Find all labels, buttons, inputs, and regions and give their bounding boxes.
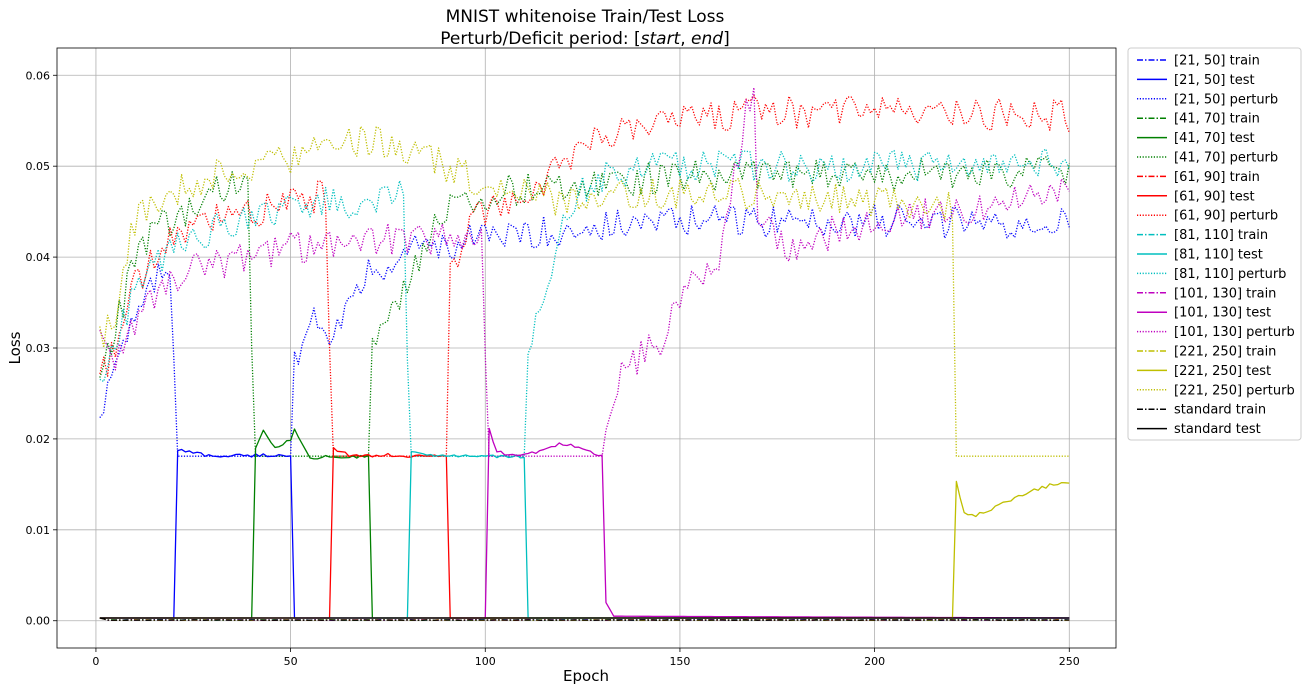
- legend: [21, 50] train [21, 50] test [21, 50] pert…: [1127, 47, 1302, 441]
- plot-series: [99, 86, 1070, 621]
- legend-entry: [61, 90] perturb: [1174, 209, 1278, 224]
- title-line2-start: start: [641, 29, 682, 49]
- series-line: [99, 156, 1070, 457]
- chart-title-line1: MNIST whitenoise Train/Test Loss: [446, 7, 725, 27]
- grid: [57, 48, 1116, 648]
- legend-entry: [81, 110] test: [1174, 248, 1263, 263]
- series-line: [99, 148, 1070, 457]
- y-tick-label: 0.01: [26, 524, 51, 537]
- x-tick-label: 100: [475, 655, 496, 668]
- legend-entry: [61, 90] train: [1174, 170, 1260, 185]
- chart-title-line2: Perturb/Deficit period: [start, end]: [440, 29, 729, 49]
- legend-entry: [61, 90] test: [1174, 189, 1255, 204]
- title-line2-suffix: ]: [723, 29, 730, 49]
- legend-entry: [101, 130] test: [1174, 306, 1271, 321]
- x-tick-label: 0: [92, 655, 99, 668]
- legend-entry: [21, 50] perturb: [1174, 92, 1278, 107]
- series-line: [99, 125, 1070, 457]
- legend-frame: [1127, 47, 1302, 441]
- title-line2-sep: ,: [680, 29, 691, 49]
- legend-entry: [101, 130] perturb: [1174, 325, 1295, 340]
- series-line: [99, 617, 1070, 621]
- x-axis-label: Epoch: [563, 667, 609, 685]
- legend-entry: standard test: [1174, 422, 1261, 437]
- legend-entry: [41, 70] perturb: [1174, 151, 1278, 166]
- y-tick-label: 0.00: [26, 615, 51, 628]
- legend-entry: [81, 110] train: [1174, 228, 1268, 243]
- legend-entry: [41, 70] train: [1174, 112, 1260, 127]
- legend-entry: [221, 250] test: [1174, 364, 1271, 379]
- legend-entry: [21, 50] train: [1174, 54, 1260, 69]
- x-tick-label: 50: [284, 655, 298, 668]
- legend-entry: [41, 70] test: [1174, 131, 1255, 146]
- legend-entry: [221, 250] train: [1174, 345, 1276, 360]
- legend-entry: [101, 130] train: [1174, 286, 1276, 301]
- legend-entry: [81, 110] perturb: [1174, 267, 1286, 282]
- x-tick-label: 250: [1059, 655, 1080, 668]
- y-tick-label: 0.06: [26, 69, 51, 82]
- title-line2-end: end: [691, 29, 723, 49]
- title-line2-prefix: Perturb/Deficit period: [: [440, 29, 640, 49]
- y-axis-ticks: 0.00 0.01 0.02 0.03 0.04 0.05 0.06: [26, 69, 57, 628]
- y-axis-label: Loss: [6, 331, 24, 364]
- y-tick-label: 0.05: [26, 160, 51, 173]
- legend-entry: [221, 250] perturb: [1174, 383, 1295, 398]
- y-tick-label: 0.03: [26, 342, 51, 355]
- legend-entry: standard train: [1174, 403, 1266, 418]
- x-tick-label: 150: [669, 655, 690, 668]
- legend-entry: [21, 50] test: [1174, 73, 1255, 88]
- y-tick-label: 0.04: [26, 251, 51, 264]
- x-tick-label: 200: [864, 655, 885, 668]
- series-line: [99, 86, 1070, 457]
- x-axis-ticks: 0 50 100 150 200 250: [92, 648, 1080, 668]
- y-tick-label: 0.02: [26, 433, 51, 446]
